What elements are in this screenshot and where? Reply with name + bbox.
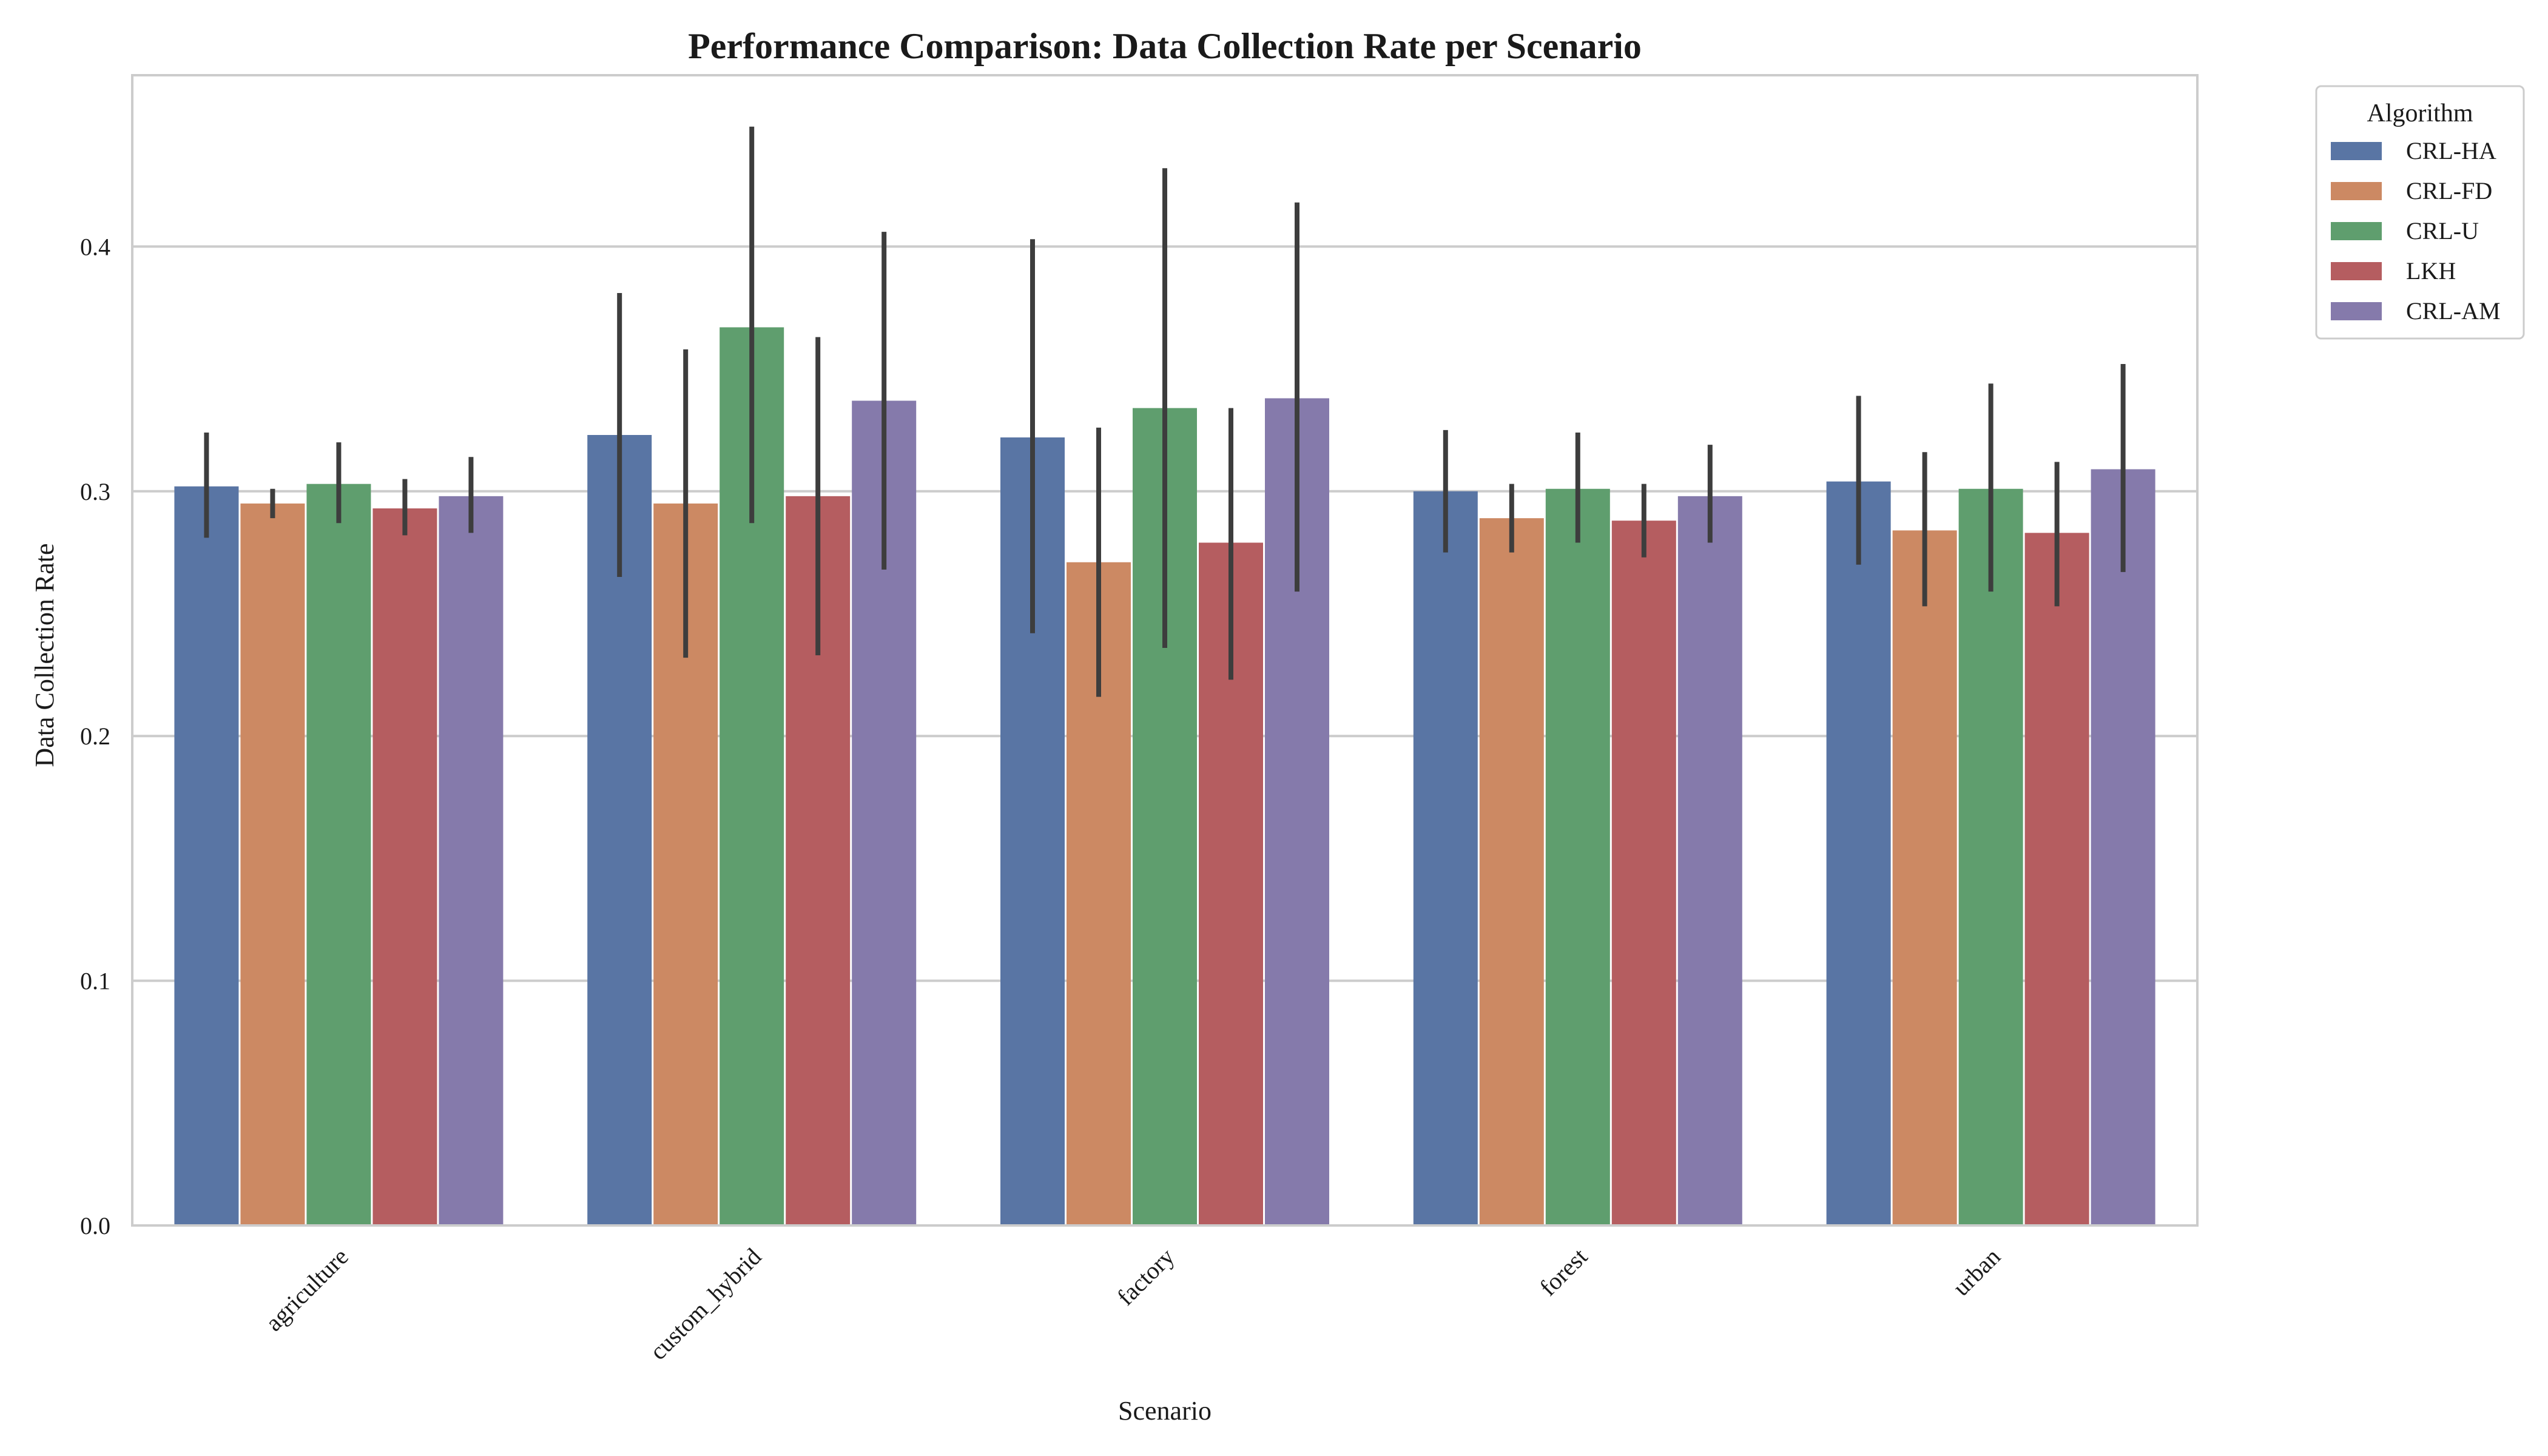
bar-lkh-forest [1611, 521, 1676, 1225]
legend-label-lkh: LKH [2406, 257, 2456, 285]
bar-lkh-agriculture [372, 508, 437, 1225]
bar-crl-ha-urban [1826, 481, 1891, 1225]
error-bars [204, 126, 2126, 697]
bar-crl-am-forest [1677, 496, 1742, 1225]
legend-title: Algorithm [2367, 99, 2473, 127]
bar-crl-am-urban [2091, 469, 2155, 1225]
bar-crl-fd-agriculture [240, 503, 305, 1225]
bars [174, 327, 2155, 1226]
chart-title: Performance Comparison: Data Collection … [688, 26, 1642, 66]
bar-lkh-urban [2024, 533, 2089, 1225]
x-tick-label: agriculture [260, 1243, 353, 1336]
bar-crl-ha-forest [1413, 491, 1478, 1225]
legend-label-crl-fd: CRL-FD [2406, 177, 2492, 204]
bar-crl-u-urban [1958, 488, 2023, 1225]
legend-label-crl-ha: CRL-HA [2406, 137, 2496, 164]
x-axis-ticks: agriculture custom_hybrid factory forest urb… [260, 1243, 2006, 1366]
bar-crl-fd-urban [1892, 530, 1957, 1225]
plot-frame [131, 74, 2199, 1227]
legend-swatch-crl-u [2331, 222, 2382, 240]
bar-crl-ha-agriculture [174, 486, 239, 1225]
bar-crl-am-agriculture [439, 496, 504, 1225]
y-tick-label: 0.3 [80, 478, 110, 505]
x-tick-label: factory [1111, 1243, 1179, 1311]
legend: Algorithm CRL-HA CRL-FD CRL-U LKH CRL-AM [2315, 85, 2525, 340]
x-tick-label: urban [1947, 1243, 2006, 1301]
bar-crl-u-agriculture [306, 484, 371, 1226]
bar-crl-u-forest [1545, 488, 1610, 1225]
legend-swatch-lkh [2331, 262, 2382, 280]
x-axis-label: Scenario [1118, 1396, 1212, 1426]
y-axis-ticks: 0.0 0.1 0.2 0.3 0.4 [80, 233, 110, 1239]
legend-swatch-crl-am [2331, 302, 2382, 320]
legend-label-crl-u: CRL-U [2406, 217, 2479, 244]
y-tick-label: 0.4 [80, 233, 110, 260]
y-tick-label: 0.2 [80, 723, 110, 750]
y-axis-label: Data Collection Rate [30, 544, 59, 767]
y-tick-label: 0.0 [80, 1212, 110, 1239]
bar-crl-fd-forest [1479, 518, 1544, 1226]
legend-swatch-crl-fd [2331, 182, 2382, 200]
x-tick-label: forest [1534, 1243, 1592, 1301]
y-tick-label: 0.1 [80, 968, 110, 995]
legend-label-crl-am: CRL-AM [2406, 297, 2501, 325]
legend-swatch-crl-ha [2331, 142, 2382, 160]
x-tick-label: custom_hybrid [644, 1243, 767, 1366]
